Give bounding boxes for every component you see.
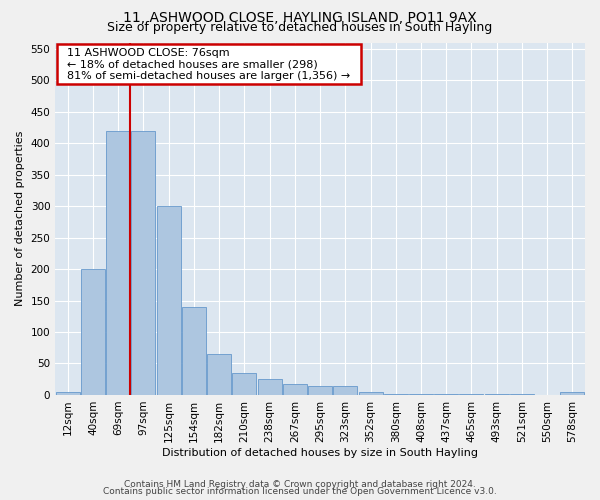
Bar (106, 130, 130, 395)
Text: 11, ASHWOOD CLOSE, HAYLING ISLAND, PO11 9AX: 11, ASHWOOD CLOSE, HAYLING ISLAND, PO11 … (123, 11, 477, 25)
Bar (207, 354, 231, 395)
Bar (157, 206, 181, 395)
Text: 11 ASHWOOD CLOSE: 76sqm
  ← 18% of detached houses are smaller (298)
  81% of se: 11 ASHWOOD CLOSE: 76sqm ← 18% of detache… (61, 48, 358, 81)
Bar (232, 373, 256, 395)
Bar (56, 392, 80, 395)
X-axis label: Distribution of detached houses by size in South Hayling: Distribution of detached houses by size … (162, 448, 478, 458)
Bar (131, 130, 155, 395)
Bar (81, 269, 105, 395)
Bar (182, 307, 206, 395)
Bar (485, 394, 509, 395)
Text: Contains public sector information licensed under the Open Government Licence v3: Contains public sector information licen… (103, 488, 497, 496)
Bar (384, 394, 408, 395)
Bar (359, 392, 383, 395)
Bar (283, 384, 307, 395)
Bar (560, 392, 584, 395)
Bar (434, 394, 458, 395)
Text: Contains HM Land Registry data © Crown copyright and database right 2024.: Contains HM Land Registry data © Crown c… (124, 480, 476, 489)
Bar (257, 379, 281, 395)
Bar (460, 394, 484, 395)
Bar (409, 394, 433, 395)
Bar (308, 386, 332, 395)
Text: Size of property relative to detached houses in South Hayling: Size of property relative to detached ho… (107, 21, 493, 34)
Bar (334, 386, 357, 395)
Bar (510, 394, 534, 395)
Y-axis label: Number of detached properties: Number of detached properties (15, 131, 25, 306)
